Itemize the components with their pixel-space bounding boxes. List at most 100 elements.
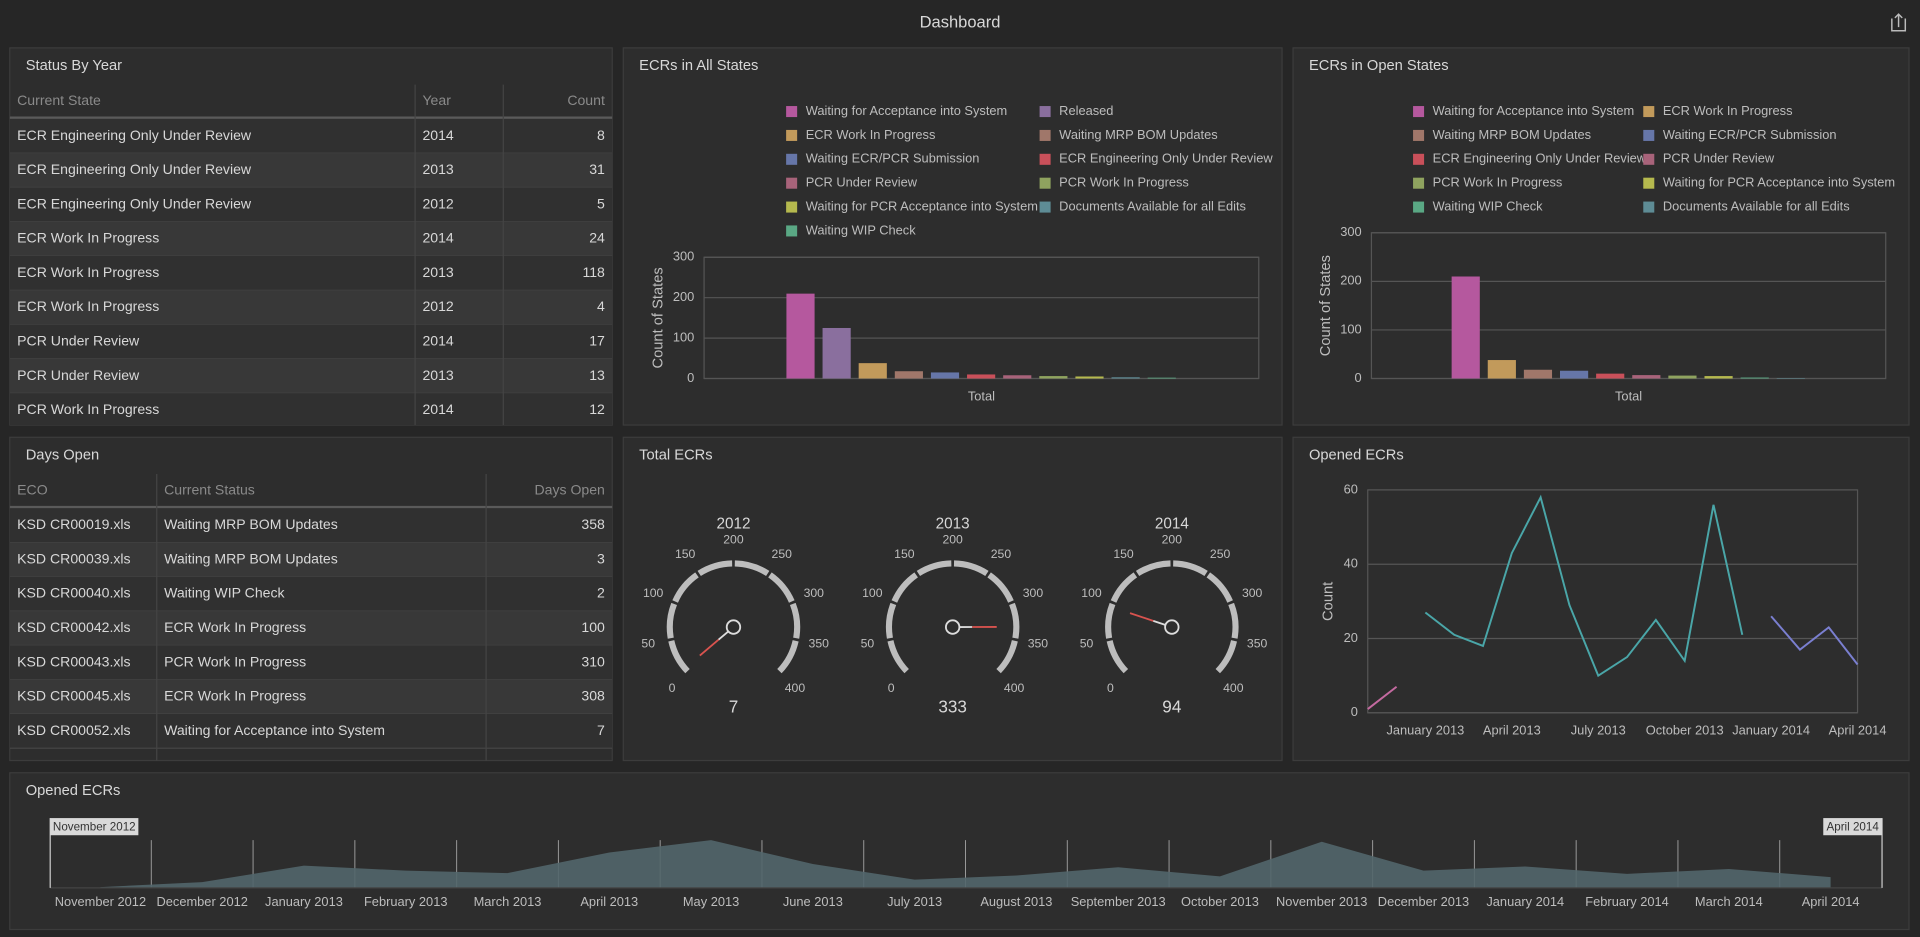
x-tick-label: October 2013 <box>1646 723 1724 738</box>
table-row <box>9 256 613 291</box>
x-tick-label: May 2013 <box>683 894 739 909</box>
table-cell: PCR Under Review <box>17 332 140 348</box>
legend-swatch <box>1039 201 1051 213</box>
legend-swatch <box>786 225 798 237</box>
column-header: Year <box>422 92 451 108</box>
table-row <box>9 118 613 154</box>
table-cell: Waiting for Acceptance into System <box>164 722 385 738</box>
legend-label: Waiting for PCR Acceptance into System <box>1663 175 1895 190</box>
selector-label: April 2014 <box>1826 820 1879 833</box>
legend-swatch <box>1039 177 1051 189</box>
y-tick-label: 300 <box>673 249 694 264</box>
gauge-arc <box>1135 560 1171 577</box>
table-cell: 4 <box>597 298 605 314</box>
table-cell: KSD CR00039.xls <box>17 550 130 566</box>
table-cell: 118 <box>582 264 605 280</box>
gauge-arc <box>1228 602 1239 639</box>
x-tick-label: February 2014 <box>1585 894 1669 909</box>
gauge-tick-label: 250 <box>772 547 793 561</box>
range-selector-end[interactable]: April 2014 <box>1823 818 1883 888</box>
gauge-arc <box>987 572 1014 603</box>
x-tick-label: September 2013 <box>1071 894 1166 909</box>
table-cell: 2013 <box>422 264 453 280</box>
table-cell: Waiting MRP BOM Updates <box>164 516 338 532</box>
gauge-tick-label: 200 <box>1162 532 1183 546</box>
y-tick-label: 60 <box>1344 481 1358 496</box>
table-cell: 310 <box>581 653 605 669</box>
table-row <box>9 576 613 612</box>
x-tick-label: January 2013 <box>1386 723 1464 738</box>
table: ECO Current Status Days Open KSD CR00019.xl… <box>9 474 613 761</box>
table-cell: ECR Engineering Only Under Review <box>17 127 252 143</box>
legend-label: Waiting ECR/PCR Submission <box>806 151 980 166</box>
legend-swatch <box>1643 106 1655 118</box>
gauge-arc <box>916 560 952 577</box>
gauge-arc <box>996 640 1018 674</box>
legend-label: PCR Work In Progress <box>1433 175 1563 190</box>
table-cell: 2012 <box>422 298 453 314</box>
legend-swatch <box>1039 129 1051 141</box>
panel-title: ECRs in All States <box>639 58 758 74</box>
legend-label: PCR Under Review <box>806 175 918 190</box>
bar <box>1632 375 1661 379</box>
y-tick-label: 200 <box>673 289 694 304</box>
legend-swatch <box>1643 201 1655 213</box>
table-cell: 100 <box>581 619 605 635</box>
bar <box>1003 375 1032 379</box>
range-selector-start[interactable]: November 2012 <box>49 818 139 888</box>
legend-swatch <box>786 177 798 189</box>
table-cell: 17 <box>589 332 605 348</box>
gauge-label: 2013 <box>936 515 970 532</box>
column-header: Days Open <box>534 481 604 497</box>
table-cell: 24 <box>589 230 605 246</box>
y-axis-label: Count of States <box>651 267 667 368</box>
gauge-tick <box>1104 637 1115 642</box>
y-tick-label: 300 <box>1340 224 1361 239</box>
gauge-arc <box>1110 572 1138 603</box>
gauge-tick-label: 300 <box>804 586 825 600</box>
table-cell: ECR Engineering Only Under Review <box>17 161 252 177</box>
table-cell: 3 <box>597 550 605 566</box>
x-tick-label: December 2013 <box>1378 894 1469 909</box>
gauge-label: 2012 <box>716 515 750 532</box>
gauge-tick-label: 250 <box>991 547 1012 561</box>
x-tick-label: July 2013 <box>1571 723 1626 738</box>
legend-label: Waiting for PCR Acceptance into System <box>806 198 1038 213</box>
gauge-tick <box>885 637 896 642</box>
y-tick-label: 0 <box>687 370 694 385</box>
legend-label: ECR Engineering Only Under Review <box>1433 151 1647 166</box>
gauge-tick-label: 350 <box>809 636 830 650</box>
gauge-arc <box>668 640 690 674</box>
bar <box>930 372 960 379</box>
table-row <box>9 679 613 715</box>
table-row <box>9 358 613 394</box>
panel <box>9 772 1910 931</box>
legend-swatch <box>786 129 798 141</box>
gauge-tick-label: 400 <box>785 681 806 695</box>
bar <box>1560 370 1589 379</box>
gauge-tick-label: 0 <box>669 681 676 695</box>
panel-title: Status By Year <box>26 58 122 74</box>
column-header: ECO <box>17 481 48 497</box>
table-cell: KSD CR00040.xls <box>17 585 130 601</box>
panel <box>1292 436 1910 762</box>
panel <box>1292 47 1910 426</box>
column-header: Current Status <box>164 481 255 497</box>
legend-label: Waiting WIP Check <box>806 222 916 237</box>
table-cell: 2014 <box>422 127 453 143</box>
gauge-value: 94 <box>1162 696 1182 716</box>
bar <box>786 293 815 379</box>
gauge-tick-label: 150 <box>1113 547 1134 561</box>
gauge-needle <box>1129 612 1154 622</box>
bar <box>967 374 996 379</box>
area-series <box>100 840 1831 888</box>
share-button[interactable] <box>1891 13 1907 32</box>
bar <box>1523 369 1553 379</box>
gauge-needle-base <box>1152 619 1166 626</box>
legend-label: PCR Work In Progress <box>1059 175 1189 190</box>
table-cell: ECR Work In Progress <box>17 298 159 314</box>
share-icon <box>1891 13 1907 32</box>
y-axis-label: Count <box>1320 582 1336 621</box>
